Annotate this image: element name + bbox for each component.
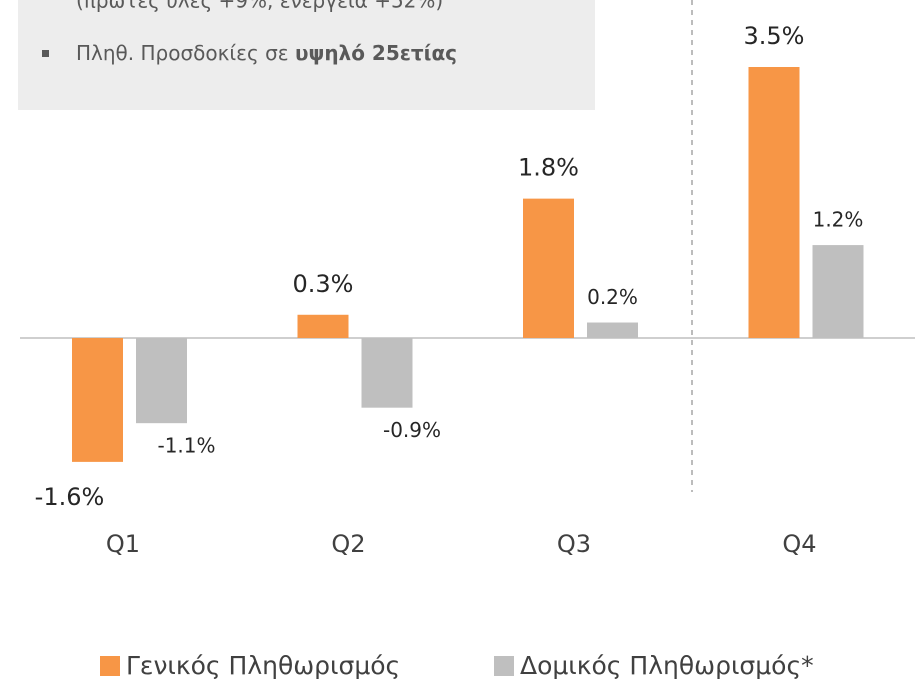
note-text: (πρώτες ύλες +9%, ενέργεια +52%) — [76, 0, 443, 13]
bar — [72, 338, 123, 462]
legend-label: Γενικός Πληθωρισμός — [126, 651, 400, 680]
x-tick-label: Q4 — [782, 530, 816, 558]
value-label: -1.1% — [157, 434, 215, 458]
x-tick-label: Q1 — [106, 530, 140, 558]
bullet-bold: υψηλό 25ετίας — [295, 41, 457, 65]
bar — [361, 338, 413, 408]
bullet-plain: Πληθ. Προσδοκίες σε — [76, 41, 295, 65]
bullet-text: Πληθ. Προσδοκίες σε υψηλό 25ετίας — [76, 41, 457, 65]
value-label: -1.6% — [35, 483, 105, 511]
bar — [748, 67, 800, 338]
legend-swatch — [100, 656, 120, 676]
x-tick-label: Q2 — [331, 530, 365, 558]
bar — [136, 338, 187, 424]
bar — [587, 322, 638, 338]
value-label: 1.2% — [813, 208, 864, 232]
bar — [297, 314, 349, 338]
x-tick-label: Q3 — [557, 530, 591, 558]
legend-swatch — [494, 656, 514, 676]
value-label: 0.3% — [293, 270, 354, 298]
bar — [523, 198, 574, 338]
value-label: -0.9% — [383, 418, 441, 442]
value-label: 3.5% — [744, 22, 805, 50]
bullet-mark — [42, 50, 49, 57]
legend-label: Δομικός Πληθωρισμός* — [520, 651, 814, 680]
note-box — [18, 0, 595, 110]
value-label: 1.8% — [518, 154, 579, 182]
bar — [812, 245, 864, 338]
value-label: 0.2% — [587, 285, 638, 309]
